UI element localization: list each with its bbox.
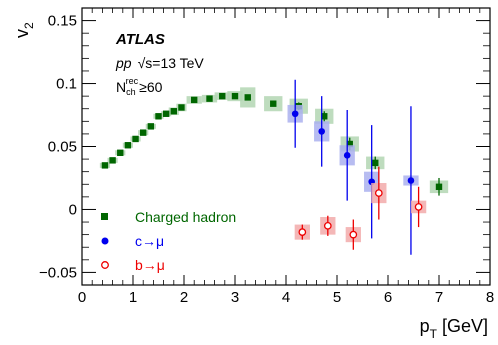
- charged-hadron-point: [101, 162, 109, 169]
- x-tick-label: 8: [486, 289, 494, 306]
- x-tick-label: 2: [180, 289, 188, 306]
- charged-hadron-point: [346, 140, 353, 148]
- b-to-mu-point: [323, 221, 332, 230]
- x-tick-label: 3: [231, 289, 239, 306]
- charged-hadron-point: [132, 135, 139, 143]
- y-tick-label: 0.15: [48, 13, 77, 30]
- y-tick-label: 0.1: [56, 76, 77, 93]
- x-tick-label: 5: [333, 289, 341, 306]
- c-to-mu-point: [343, 152, 351, 159]
- legend-label-b-to-mu: b→μ: [135, 257, 165, 273]
- charged-hadron-point: [219, 92, 226, 100]
- charged-hadron-point: [231, 92, 239, 100]
- b-to-mu-point: [414, 203, 423, 211]
- multiplicity-cut: ≥60: [139, 79, 162, 95]
- charged-hadron-point: [191, 96, 198, 104]
- x-tick-label: 7: [435, 289, 443, 306]
- charged-hadron-point: [244, 94, 251, 101]
- c-to-mu-point: [318, 128, 326, 135]
- charged-hadron-point: [109, 157, 116, 164]
- x-axis-label: pT [GeV]: [420, 316, 488, 341]
- x-axis-label-sub: T: [430, 327, 438, 341]
- charged-hadron-point: [372, 159, 379, 167]
- x-tick-label: 6: [384, 289, 392, 306]
- energy-label: √s=13 TeV: [138, 55, 205, 71]
- y-axis-label: v2: [12, 22, 36, 38]
- legend-label-c-to-mu: c→μ: [135, 233, 164, 249]
- charged-hadron-point: [270, 100, 277, 107]
- b-to-mu-point: [298, 228, 307, 236]
- multiplicity-sup: rec: [126, 76, 139, 86]
- experiment-label: ATLAS: [115, 31, 165, 48]
- charged-hadron-point: [117, 149, 124, 156]
- multiplicity-sub: ch: [126, 87, 136, 97]
- y-tick-label: 0.05: [48, 139, 77, 156]
- data-marks: [99, 79, 449, 255]
- legend-marker-charged-hadron: [101, 213, 108, 220]
- legend-marker-b-to-mu: [101, 261, 109, 269]
- b-to-mu-point: [349, 230, 358, 239]
- charged-hadron-point: [124, 142, 132, 149]
- charged-hadron-point: [155, 113, 162, 120]
- legend-label-charged-hadron: Charged hadron: [135, 209, 236, 225]
- charged-hadron-point: [140, 129, 147, 136]
- charged-hadron-point: [147, 123, 155, 130]
- charged-hadron-point: [435, 183, 443, 190]
- y-axis-label-sub: 2: [22, 22, 36, 29]
- x-tick-label: 4: [282, 289, 290, 306]
- charged-hadron-point: [178, 104, 185, 111]
- c-to-mu-point: [407, 177, 415, 184]
- x-tick-label: 0: [78, 289, 86, 306]
- charged-hadron-point: [162, 110, 170, 117]
- y-tick-label: 0: [69, 201, 77, 218]
- x-axis-label-unit: [GeV]: [442, 316, 488, 336]
- charged-hadron-point: [206, 95, 213, 102]
- charged-hadron-point: [170, 108, 177, 115]
- y-tick-label: −0.05: [39, 264, 77, 281]
- x-tick-label: 1: [129, 289, 137, 306]
- multiplicity-label: Nchrec≥60: [116, 76, 163, 97]
- b-to-mu-point: [374, 189, 383, 197]
- collision-label: pp √s=13 TeV: [115, 55, 204, 71]
- legend: Charged hadron c→μ b→μ: [101, 209, 236, 273]
- charged-hadron-point: [321, 113, 328, 120]
- system-label: pp: [115, 55, 132, 71]
- c-to-mu-point: [291, 110, 299, 118]
- legend-marker-c-to-mu: [101, 237, 109, 245]
